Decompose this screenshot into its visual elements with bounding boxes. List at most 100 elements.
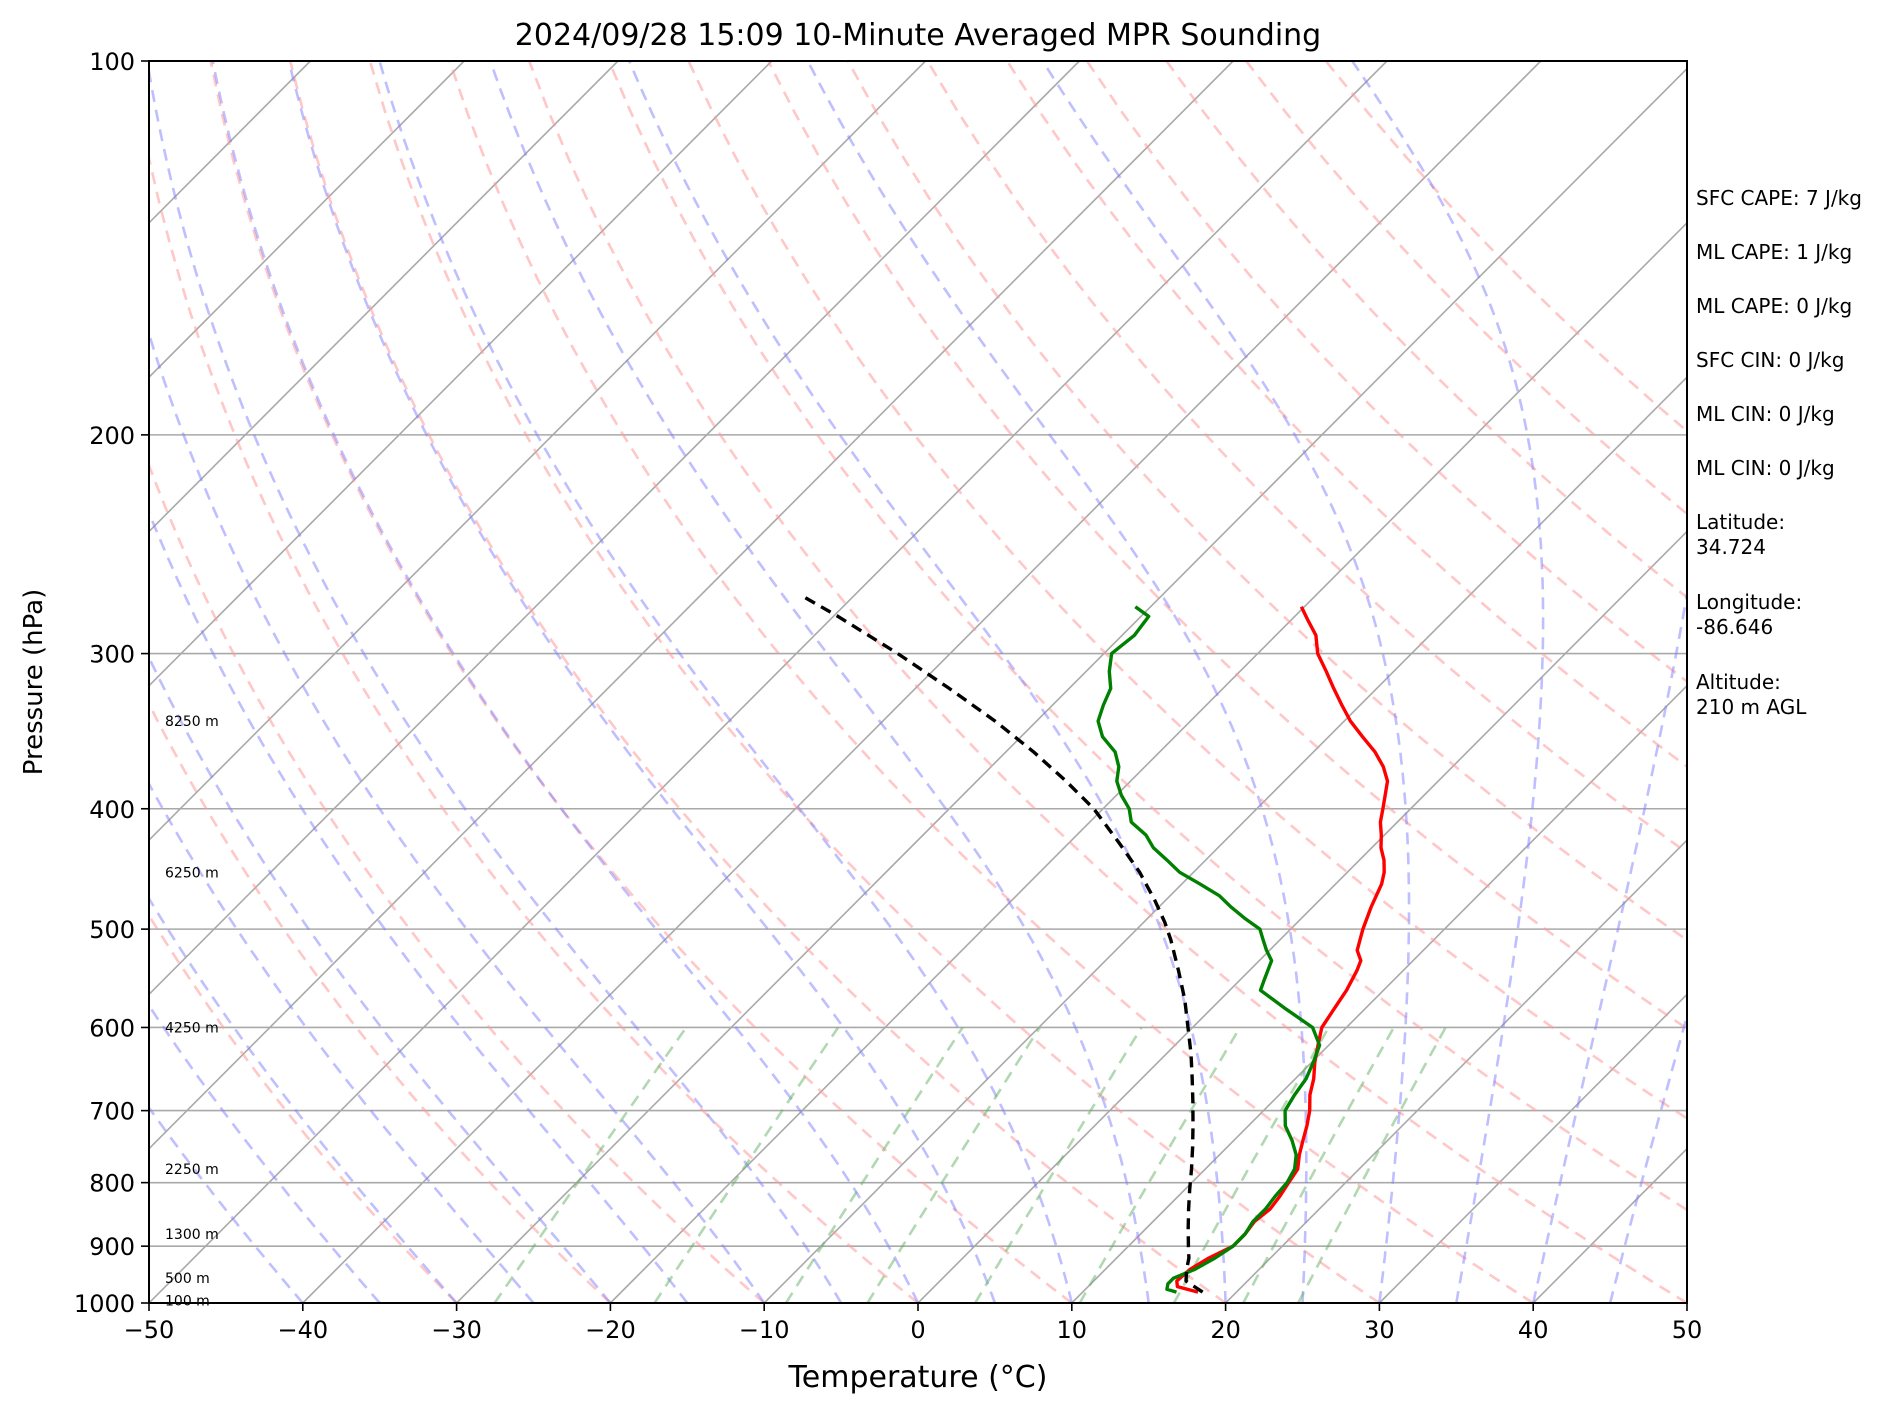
x-tick-label: 30 bbox=[1364, 1316, 1395, 1344]
isotherm-line bbox=[149, 61, 773, 687]
mixing-ratio-line bbox=[784, 1026, 964, 1303]
x-axis-label: Temperature (°C) bbox=[788, 1360, 1048, 1395]
y-tick-label: 800 bbox=[89, 1170, 135, 1198]
isotherm-line bbox=[302, 61, 1542, 1303]
height-label: 8250 m bbox=[165, 714, 219, 730]
dry-adiabat-line bbox=[767, 61, 1687, 1031]
longitude-value: -86.646 bbox=[1696, 615, 1774, 639]
mixing-ratio-line bbox=[493, 1026, 688, 1303]
dry-adiabat-line bbox=[1006, 61, 1687, 769]
isotherm-line bbox=[917, 530, 1687, 1303]
latitude-value: 34.724 bbox=[1696, 535, 1766, 559]
isotherm-line bbox=[609, 221, 1687, 1303]
height-label: 1300 m bbox=[165, 1227, 219, 1243]
x-tick-label: 20 bbox=[1210, 1316, 1241, 1344]
moist-adiabat-line bbox=[806, 61, 1308, 1303]
dry-adiabat-line bbox=[607, 61, 1687, 1212]
mixing-ratio-line bbox=[1078, 1026, 1242, 1303]
mixing-ratio-line bbox=[1297, 1026, 1447, 1303]
dry-adiabat-line bbox=[368, 61, 1381, 1303]
moist-adiabat-line bbox=[628, 61, 1227, 1303]
dry-adiabat-line bbox=[687, 61, 1687, 1120]
moist-adiabat-line bbox=[287, 61, 997, 1303]
isotherm-line bbox=[149, 61, 465, 379]
altitude-value: 210 m AGL bbox=[1696, 695, 1807, 719]
mu-cin-stat: ML CIN: 0 J/kg bbox=[1696, 456, 1835, 480]
x-tick-label: −20 bbox=[585, 1316, 636, 1344]
x-tick-label: 40 bbox=[1518, 1316, 1549, 1344]
x-tick-label: −10 bbox=[739, 1316, 790, 1344]
sfc-cin-stat: SFC CIN: 0 J/kg bbox=[1696, 348, 1845, 372]
moist-adiabat-line bbox=[489, 61, 1150, 1303]
y-tick-label: 900 bbox=[89, 1233, 135, 1261]
moist-adiabat-line bbox=[211, 61, 920, 1303]
sounding-profiles bbox=[802, 595, 1390, 1294]
height-label: 4250 m bbox=[165, 1020, 219, 1036]
sounding-stats-panel: SFC CAPE: 7 J/kg ML CAPE: 1 J/kg ML CAPE… bbox=[1696, 186, 1886, 750]
dry-adiabat-line bbox=[149, 701, 612, 1303]
y-tick-label: 500 bbox=[89, 916, 135, 944]
isotherm-line bbox=[1071, 684, 1687, 1303]
height-labels: 8250 m 6250 m 4250 m 2250 m 1300 m 500 m 100 m bbox=[165, 714, 219, 1309]
x-axis: −50 −40 −30 −20 −10 0 10 20 30 40 50 bbox=[124, 1303, 1703, 1344]
moist-adiabat-line bbox=[1351, 61, 1545, 1303]
ml-cape-stat: ML CAPE: 1 J/kg bbox=[1696, 240, 1853, 264]
height-label: 500 m bbox=[165, 1271, 210, 1287]
dry-adiabat-line bbox=[288, 61, 1227, 1303]
isotherm-line bbox=[149, 61, 619, 533]
mu-cape-stat: ML CAPE: 0 J/kg bbox=[1696, 294, 1853, 318]
isotherm-line bbox=[1378, 993, 1687, 1303]
ml-cin-stat: ML CIN: 0 J/kg bbox=[1696, 402, 1835, 426]
dry-adiabat-line bbox=[209, 61, 1073, 1303]
y-tick-label: 1000 bbox=[74, 1290, 135, 1318]
moist-adiabat-line bbox=[378, 61, 1074, 1303]
altitude-label: Altitude: bbox=[1696, 670, 1781, 694]
dry-adiabat-line bbox=[1085, 61, 1687, 684]
x-tick-label: 50 bbox=[1672, 1316, 1703, 1344]
background-lines bbox=[149, 61, 1687, 1303]
dry-adiabat-line bbox=[926, 61, 1687, 855]
longitude-label: Longitude: bbox=[1696, 590, 1803, 614]
series-line-1 bbox=[1096, 605, 1322, 1294]
y-tick-label: 600 bbox=[89, 1014, 135, 1042]
latitude-stat: Latitude: 34.724 bbox=[1696, 510, 1886, 590]
x-tick-label: −50 bbox=[124, 1316, 175, 1344]
y-axis: 100 200 300 400 500 600 700 800 900 1000 bbox=[74, 48, 149, 1318]
y-tick-label: 400 bbox=[89, 796, 135, 824]
longitude-stat: Longitude: -86.646 bbox=[1696, 590, 1886, 670]
x-tick-label: 0 bbox=[910, 1316, 925, 1344]
mixing-ratio-line bbox=[866, 1026, 1041, 1303]
moist-adiabat-line bbox=[1531, 586, 1687, 1303]
x-tick-label: 10 bbox=[1057, 1316, 1088, 1344]
moist-adiabat-line bbox=[1041, 61, 1411, 1303]
dry-adiabat-line bbox=[846, 61, 1687, 942]
isotherm-line bbox=[1225, 838, 1687, 1303]
dry-adiabat-line bbox=[149, 913, 458, 1303]
isotherm-line bbox=[763, 376, 1687, 1303]
series-line-0 bbox=[1175, 605, 1390, 1294]
isotherm-line bbox=[149, 61, 1234, 1150]
y-tick-label: 300 bbox=[89, 641, 135, 669]
altitude-stat: Altitude: 210 m AGL bbox=[1696, 670, 1886, 750]
sfc-cape-stat: SFC CAPE: 7 J/kg bbox=[1696, 186, 1862, 210]
x-tick-label: −40 bbox=[277, 1316, 328, 1344]
dry-adiabat-line bbox=[527, 61, 1687, 1303]
chart-title: 2024/09/28 15:09 10-Minute Averaged MPR … bbox=[515, 18, 1321, 53]
height-label: 100 m bbox=[165, 1293, 210, 1309]
isotherm-line bbox=[456, 67, 1687, 1303]
dry-adiabat-line bbox=[149, 461, 766, 1303]
mixing-ratio-line bbox=[974, 1026, 1143, 1303]
moist-adiabat-line bbox=[149, 63, 843, 1303]
mixing-ratio-line bbox=[1242, 1026, 1395, 1303]
y-axis-label: Pressure (hPa) bbox=[19, 589, 49, 776]
series-line-2 bbox=[802, 595, 1204, 1294]
y-tick-label: 100 bbox=[89, 48, 135, 76]
x-tick-label: −30 bbox=[431, 1316, 482, 1344]
moist-adiabat-line bbox=[1608, 1011, 1687, 1303]
mixing-ratio-line bbox=[653, 1026, 840, 1303]
moist-adiabat-line bbox=[149, 329, 766, 1303]
moist-adiabat-line bbox=[149, 896, 458, 1303]
height-label: 6250 m bbox=[165, 865, 219, 881]
y-tick-label: 700 bbox=[89, 1098, 135, 1126]
